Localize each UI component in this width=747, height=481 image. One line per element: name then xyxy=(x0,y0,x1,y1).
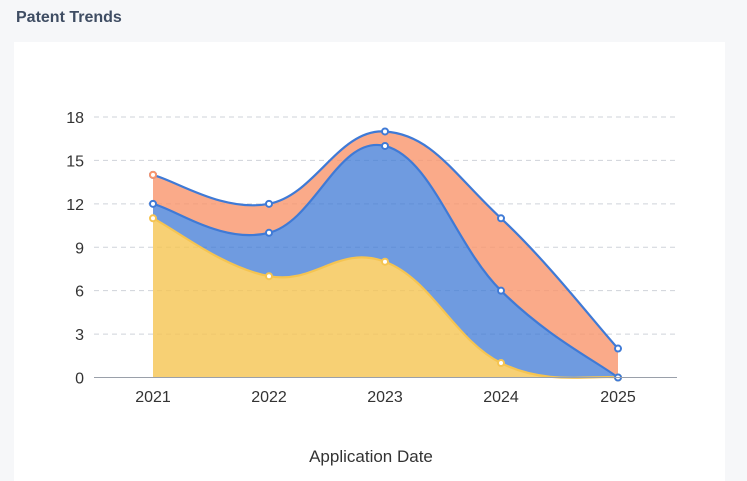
data-point[interactable] xyxy=(382,259,388,265)
data-point[interactable] xyxy=(266,230,272,236)
x-tick-label: 2025 xyxy=(600,389,636,406)
y-tick-label: 6 xyxy=(75,284,84,301)
y-tick-label: 9 xyxy=(75,240,84,257)
x-tick-label: 2021 xyxy=(135,389,171,406)
data-point[interactable] xyxy=(150,201,156,207)
data-point[interactable] xyxy=(150,172,156,178)
data-point[interactable] xyxy=(266,201,272,207)
data-point[interactable] xyxy=(382,128,388,134)
data-point[interactable] xyxy=(266,273,272,279)
data-point[interactable] xyxy=(498,288,504,294)
y-tick-label: 15 xyxy=(66,153,84,170)
y-tick-label: 12 xyxy=(66,197,84,214)
x-tick-label: 2024 xyxy=(483,389,519,406)
area-layer xyxy=(153,131,618,378)
data-point[interactable] xyxy=(615,346,621,352)
data-point[interactable] xyxy=(498,215,504,221)
y-tick-label: 3 xyxy=(75,327,84,344)
y-tick-label: 0 xyxy=(75,371,84,388)
x-tick-label: 2023 xyxy=(367,389,403,406)
x-axis-title: Application Date xyxy=(309,447,433,466)
x-tick-label: 2022 xyxy=(251,389,287,406)
data-point[interactable] xyxy=(382,143,388,149)
data-point[interactable] xyxy=(150,215,156,221)
data-point[interactable] xyxy=(498,360,504,366)
y-tick-label: 18 xyxy=(66,110,84,127)
